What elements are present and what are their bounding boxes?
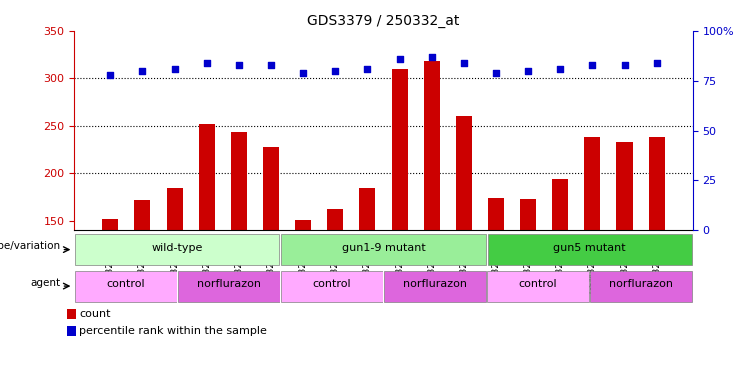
Bar — [67, 309, 76, 319]
Point — [104, 71, 116, 78]
Text: count: count — [79, 309, 111, 319]
Point — [426, 54, 438, 60]
Bar — [199, 124, 215, 364]
Point — [554, 66, 566, 72]
Point — [233, 61, 245, 68]
Point — [586, 61, 598, 68]
Point — [393, 56, 405, 62]
Text: percentile rank within the sample: percentile rank within the sample — [79, 326, 268, 336]
Text: wild-type: wild-type — [152, 243, 203, 253]
Point — [265, 61, 277, 68]
Bar — [488, 198, 504, 364]
Point — [522, 68, 534, 74]
Point — [651, 60, 662, 66]
Point — [201, 60, 213, 66]
Text: genotype/variation: genotype/variation — [0, 241, 61, 251]
Text: control: control — [313, 279, 351, 290]
Point — [329, 68, 341, 74]
Text: norflurazon: norflurazon — [609, 279, 674, 290]
Text: control: control — [107, 279, 145, 290]
Title: GDS3379 / 250332_at: GDS3379 / 250332_at — [308, 14, 459, 28]
Text: control: control — [519, 279, 557, 290]
Bar — [617, 142, 633, 364]
Bar — [424, 61, 439, 364]
Text: gun5 mutant: gun5 mutant — [554, 243, 626, 253]
Bar — [134, 200, 150, 364]
Point — [458, 60, 470, 66]
Point — [619, 61, 631, 68]
Bar — [585, 137, 600, 364]
Point — [490, 70, 502, 76]
Bar — [295, 220, 311, 364]
Bar — [552, 179, 568, 364]
Bar — [102, 219, 119, 364]
Point — [169, 66, 181, 72]
Text: agent: agent — [30, 278, 61, 288]
Bar — [167, 188, 182, 364]
Point — [297, 70, 309, 76]
Bar — [263, 147, 279, 364]
Bar — [520, 199, 536, 364]
Text: norflurazon: norflurazon — [197, 279, 261, 290]
Bar — [67, 326, 76, 336]
Point — [136, 68, 148, 74]
Text: norflurazon: norflurazon — [403, 279, 467, 290]
Bar — [391, 69, 408, 364]
Bar — [456, 116, 472, 364]
Bar — [230, 132, 247, 364]
Point — [362, 66, 373, 72]
Bar — [359, 188, 376, 364]
Text: gun1-9 mutant: gun1-9 mutant — [342, 243, 425, 253]
Bar — [328, 209, 343, 364]
Bar — [648, 137, 665, 364]
